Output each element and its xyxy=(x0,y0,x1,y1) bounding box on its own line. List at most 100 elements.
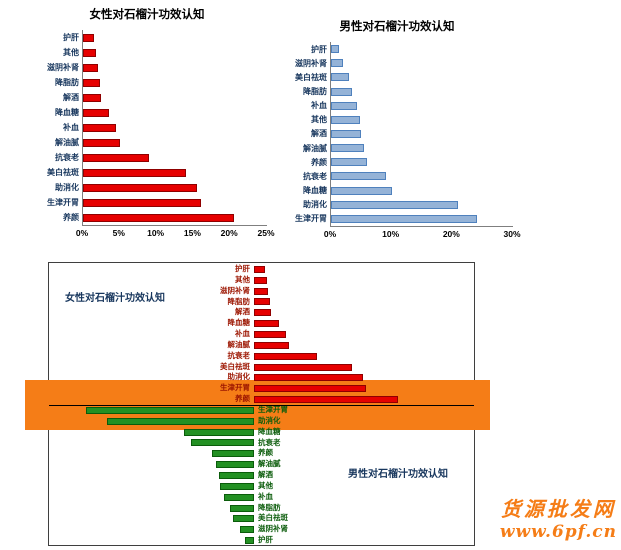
watermark-site-name: 货源批发网 xyxy=(500,497,616,521)
tornado-plot-area: 护肝 其他 滋阴补肾 降脂肪 解酒 降血糖 补血 解油腻 抗衰老 美白祛斑 助消化 生津开胃 养颜 生津开… xyxy=(49,264,474,546)
category-label: 降脂肪 xyxy=(303,86,327,96)
bar-滋阴补肾 xyxy=(331,59,344,68)
tornado-bar-美白祛斑 xyxy=(233,515,254,523)
x-tick-label: 20% xyxy=(220,228,238,238)
category-label: 解酒 xyxy=(63,93,79,102)
tornado-label: 降血糖 xyxy=(227,318,251,328)
tornado-label: 补血 xyxy=(258,491,273,501)
category-label: 护肝 xyxy=(63,33,79,42)
tornado-bar-补血 xyxy=(223,493,254,501)
bar-生津开胃 xyxy=(83,198,201,207)
x-tick-label: 30% xyxy=(503,229,521,239)
category-label: 养颜 xyxy=(311,157,327,167)
bar-降血糖 xyxy=(331,186,392,195)
tornado-label: 解酒 xyxy=(235,307,250,317)
tornado-bar-补血 xyxy=(254,331,286,338)
x-tick-label: 10% xyxy=(147,228,165,238)
category-label: 助消化 xyxy=(55,183,79,192)
tornado-bar-滋阴补肾 xyxy=(254,287,268,295)
female-chart-title: 女性对石榴汁功效认知 xyxy=(89,9,205,21)
male-bar-chart: 男性对石榴汁功效认知 护肝 滋阴补肾 美白祛斑 降脂肪 补血 其他 解酒 解油腻 养颜 抗衰老 降血… xyxy=(280,18,521,241)
female-bar-chart: 女性对石榴汁功效认知 护肝 其他 滋阴补肾 降脂肪 解酒 降血糖 补血 解油腻 抗衰老 美白祛斑助… xyxy=(26,6,275,240)
x-tick-label: 0% xyxy=(323,229,337,239)
bar-护肝 xyxy=(83,33,95,42)
female-plot-area xyxy=(82,30,267,226)
tornado-chart: 护肝 其他 滋阴补肾 降脂肪 解酒 降血糖 补血 解油腻 抗衰老 美白祛斑 助消化 生津开胃 养颜 生津开… xyxy=(25,262,490,546)
tornado-label: 生津开胃 xyxy=(220,383,250,393)
male-x-axis: 0% 10% 20% 30% xyxy=(324,227,521,241)
tornado-bar-抗衰老 xyxy=(254,352,317,360)
tornado-bar-降血糖 xyxy=(254,320,280,328)
bar-解油腻 xyxy=(83,138,120,147)
tornado-label: 养颜 xyxy=(235,394,250,404)
male-chart-title: 男性对石榴汁功效认知 xyxy=(339,21,455,33)
tornado-bar-养颜 xyxy=(212,450,254,458)
tornado-label: 解油腻 xyxy=(227,339,251,349)
category-label: 生津开胃 xyxy=(47,198,79,207)
male-plot-column: 0% 10% 20% 30% xyxy=(324,42,521,241)
tornado-label: 其他 xyxy=(258,480,273,490)
tornado-bar-解酒 xyxy=(254,309,271,317)
tornado-label: 养颜 xyxy=(258,448,273,458)
tornado-bar-降脂肪 xyxy=(254,298,271,306)
tornado-bar-护肝 xyxy=(244,537,254,545)
bar-降血糖 xyxy=(83,108,110,117)
category-label: 解油腻 xyxy=(55,138,79,147)
female-x-axis: 0% 5% 10% 15% 20% 25% xyxy=(76,226,275,240)
tornado-label: 解酒 xyxy=(258,470,273,480)
x-tick-label: 20% xyxy=(442,229,460,239)
bar-助消化 xyxy=(331,200,459,209)
bar-其他 xyxy=(83,48,97,57)
tornado-bar-美白祛斑 xyxy=(254,363,352,371)
x-tick-label: 5% xyxy=(112,228,125,238)
tornado-bar-生津开胃 xyxy=(254,385,366,393)
tornado-bar-解酒 xyxy=(219,472,254,479)
female-category-axis: 护肝 其他 滋阴补肾 降脂肪 解酒 降血糖 补血 解油腻 抗衰老 美白祛斑 助消化 生津开胃 养颜 xyxy=(26,30,82,240)
tornado-label: 护肝 xyxy=(258,535,273,545)
tornado-bar-解油腻 xyxy=(215,461,254,469)
bar-其他 xyxy=(331,115,361,124)
category-label: 抗衰老 xyxy=(55,153,79,162)
bar-解油腻 xyxy=(331,144,365,153)
bar-生津开胃 xyxy=(331,214,477,223)
tornado-label: 其他 xyxy=(235,274,250,284)
category-label: 解酒 xyxy=(311,129,327,139)
tornado-bar-其他 xyxy=(220,482,254,490)
tornado-bar-助消化 xyxy=(254,374,363,382)
bar-解酒 xyxy=(331,130,362,138)
bar-抗衰老 xyxy=(83,153,150,162)
tornado-bar-养颜 xyxy=(254,396,398,404)
category-label: 其他 xyxy=(311,115,327,125)
tornado-bar-降脂肪 xyxy=(229,504,254,512)
category-label: 护肝 xyxy=(311,44,327,54)
tornado-label: 滋阴补肾 xyxy=(258,524,288,534)
gender-divider-line xyxy=(49,405,474,406)
tornado-label: 降血糖 xyxy=(258,426,281,436)
tornado-label: 护肝 xyxy=(235,264,250,273)
x-tick-label: 15% xyxy=(183,228,201,238)
category-label: 抗衰老 xyxy=(303,171,327,181)
tornado-bar-降血糖 xyxy=(184,428,254,436)
tornado-label: 生津开胃 xyxy=(258,405,288,414)
tornado-label: 解油腻 xyxy=(258,459,281,469)
tornado-bar-护肝 xyxy=(254,265,265,273)
bar-助消化 xyxy=(83,183,198,192)
category-label: 降血糖 xyxy=(55,108,79,117)
male-chart-body: 护肝 滋阴补肾 美白祛斑 降脂肪 补血 其他 解酒 解油腻 养颜 抗衰老 降血糖 助消化 生津开胃 0%… xyxy=(280,42,521,241)
category-label: 解油腻 xyxy=(303,143,327,153)
tornado-bar-生津开胃 xyxy=(86,406,254,414)
bar-解酒 xyxy=(83,93,101,102)
tornado-bar-抗衰老 xyxy=(191,439,254,447)
male-plot-area xyxy=(330,42,513,227)
bar-补血 xyxy=(83,123,117,132)
tornado-bar-其他 xyxy=(254,276,267,284)
bar-抗衰老 xyxy=(331,172,386,181)
category-label: 生津开胃 xyxy=(295,214,327,224)
male-category-axis: 护肝 滋阴补肾 美白祛斑 降脂肪 补血 其他 解酒 解油腻 养颜 抗衰老 降血糖 助消化 生津开胃 xyxy=(280,42,330,241)
category-label: 养颜 xyxy=(63,213,79,222)
tornado-label: 助消化 xyxy=(258,415,281,425)
category-label: 补血 xyxy=(311,101,327,111)
category-label: 助消化 xyxy=(303,200,327,210)
bar-美白祛斑 xyxy=(83,168,187,177)
